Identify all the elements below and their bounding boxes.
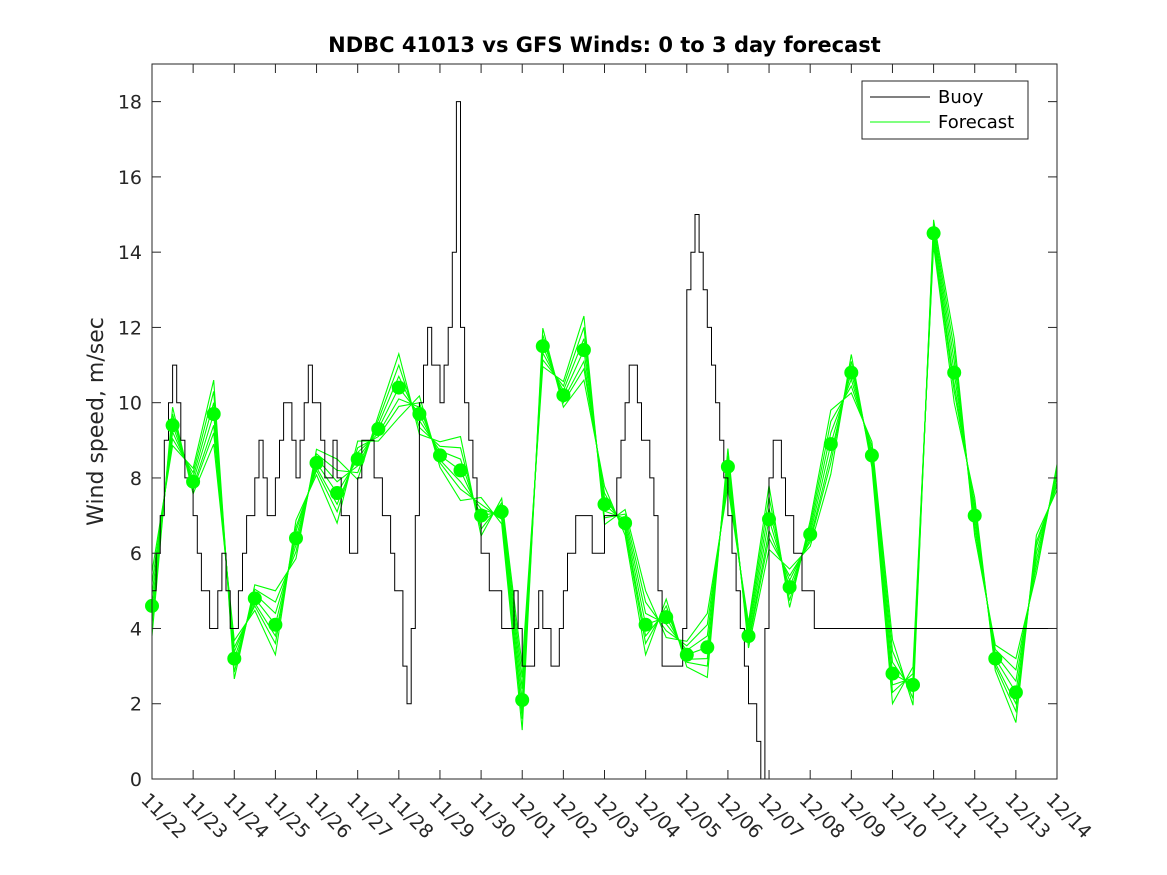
forecast-marker (576, 343, 591, 357)
y-axis-label: Wind speed, m/sec (84, 317, 109, 526)
x-tick-label: 12/01 (507, 789, 561, 843)
x-tick-label: 12/07 (754, 789, 808, 843)
forecast-marker (720, 459, 735, 474)
forecast-marker (659, 610, 674, 625)
x-tick-label: 11/23 (178, 789, 232, 843)
x-tick-label: 12/08 (795, 789, 849, 843)
buoy-line (152, 101, 1053, 780)
forecast-marker (700, 640, 715, 655)
forecast-marker (1008, 685, 1023, 700)
legend-forecast-label: Forecast (938, 112, 1014, 133)
forecast-marker (803, 527, 818, 542)
forecast-marker (165, 418, 180, 433)
x-tick-label: 11/26 (301, 789, 355, 843)
y-tick-label: 14 (118, 242, 142, 264)
x-tick-label: 11/30 (466, 789, 520, 843)
plot-area (145, 101, 1058, 780)
forecast-marker (309, 455, 324, 470)
x-tick-label: 11/25 (260, 789, 314, 843)
legend-box (861, 80, 1029, 140)
y-tick-label: 8 (130, 468, 142, 490)
x-tick-label: 12/06 (712, 789, 766, 843)
forecast-marker (926, 226, 941, 241)
forecast-line-0 (151, 233, 1058, 701)
forecast-marker (391, 380, 406, 395)
x-tick-label: 11/28 (383, 789, 437, 843)
forecast-line-3 (151, 219, 1058, 706)
forecast-marker (823, 437, 838, 452)
forecast-marker (741, 629, 756, 643)
forecast-marker (206, 407, 221, 421)
y-tick-label: 2 (130, 694, 142, 716)
forecast-marker (679, 647, 694, 662)
forecast-marker (515, 693, 530, 707)
x-tick-label: 12/13 (1000, 789, 1054, 843)
forecast-marker (474, 508, 489, 523)
y-tick-label: 0 (130, 769, 142, 791)
forecast-marker (782, 580, 797, 595)
y-tick-label: 16 (118, 167, 142, 189)
forecast-marker (330, 486, 345, 500)
forecast-marker (762, 512, 776, 527)
forecast-marker (967, 508, 982, 523)
forecast-marker (597, 497, 612, 512)
legend: Buoy Forecast (861, 80, 1029, 140)
y-tick-label: 12 (118, 317, 142, 339)
x-tick-label: 12/14 (1041, 789, 1095, 843)
forecast-marker (371, 422, 386, 436)
chart-title: NDBC 41013 vs GFS Winds: 0 to 3 day fore… (328, 33, 881, 57)
forecast-line-6 (151, 237, 1058, 712)
forecast-marker (844, 365, 859, 380)
forecast-marker (906, 677, 920, 692)
x-tick-label: 11/29 (424, 789, 478, 843)
forecast-marker (227, 651, 242, 666)
y-tick-label: 6 (130, 543, 142, 565)
forecast-marker (433, 448, 447, 463)
x-tick-label: 11/27 (342, 789, 396, 843)
x-tick-label: 12/04 (630, 789, 684, 843)
x-tick-label: 12/03 (589, 789, 643, 843)
forecast-marker (864, 448, 879, 463)
legend-buoy-label: Buoy (938, 87, 984, 108)
forecast-marker (268, 617, 283, 632)
x-tick-label: 11/22 (136, 789, 190, 843)
x-tick-label: 11/24 (219, 789, 273, 843)
forecast-marker (412, 407, 427, 421)
axes: 0 2 4 6 8 10 12 14 16 18 11/2211/2311/2411/2511/26… (118, 63, 1096, 843)
forecast-marker (350, 452, 365, 467)
y-tick-label: 18 (118, 92, 142, 114)
x-tick-label: 12/11 (918, 789, 972, 843)
forecast-line-2 (151, 240, 1058, 719)
forecast-marker (638, 617, 653, 632)
forecast-marker (556, 388, 571, 403)
y-tick-label: 4 (130, 618, 142, 640)
x-tick-label: 12/09 (836, 789, 890, 843)
x-tick-label: 12/05 (671, 789, 725, 843)
x-tick-label: 12/12 (959, 789, 1013, 843)
forecast-marker (618, 516, 633, 531)
forecast-marker (494, 504, 509, 519)
axes-box (151, 63, 1058, 780)
x-tick-label: 12/02 (548, 789, 602, 843)
forecast-marker (186, 474, 201, 489)
y-tick-label: 10 (118, 393, 142, 415)
forecast-marker (988, 651, 1003, 666)
forecast-line-1 (151, 224, 1058, 699)
forecast-marker (453, 463, 468, 478)
forecast-line-5 (151, 228, 1058, 694)
forecast-marker (535, 339, 550, 354)
x-tick-label: 12/10 (877, 789, 931, 843)
forecast-marker (947, 365, 962, 380)
forecast-marker (885, 666, 900, 681)
forecast-marker (247, 591, 262, 606)
forecast-marker (289, 531, 303, 546)
forecast-line-4 (151, 245, 1058, 731)
